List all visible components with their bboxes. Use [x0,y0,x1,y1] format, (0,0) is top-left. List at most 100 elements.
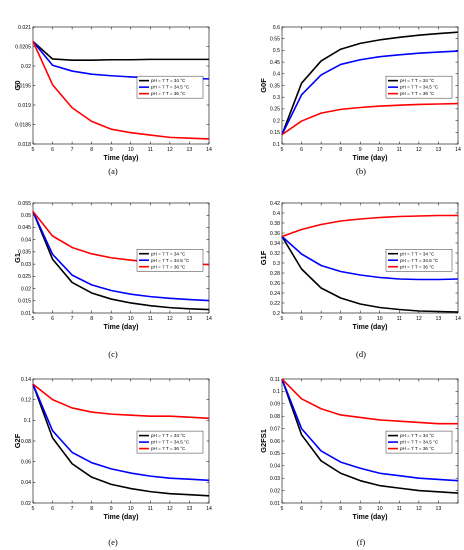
y-tick-label: 0.06 [270,439,280,445]
y-tick-label: 0.019 [18,103,31,109]
x-tick-label: 9 [359,316,362,322]
legend-label: pH = 7 T = 36 °C [151,264,186,269]
x-tick-label: 8 [90,147,93,153]
x-axis-label: Time (day) [353,324,388,331]
x-axis-label: Time (day) [353,514,388,521]
legend-label: pH = 7 T = 34 °C [151,251,186,256]
legend-label: pH = 7 T = 34.5 °C [151,440,190,445]
y-tick-label: 0.12 [21,397,31,403]
legend-label: pH = 7 T = 34.5 °C [400,258,439,263]
y-tick-label: 0.3 [273,95,280,101]
panel-label: (c) [108,349,118,359]
legend-label: pH = 7 T = 34 °C [151,78,186,83]
x-tick-label: 5 [32,316,35,322]
y-tick-label: 0.1 [24,418,31,424]
legend-label: pH = 7 T = 36 °C [151,446,186,451]
panel-label: (e) [108,537,118,547]
series-line [281,378,459,482]
y-tick-label: 0.04 [21,480,31,486]
legend: pH = 7 T = 34 °C pH = 7 T = 34.5 °CpH = 7… [385,75,453,99]
x-tick-label: 12 [167,506,173,512]
legend-box [136,430,204,454]
y-tick-label: 0.018 [18,142,31,148]
legend: pH = 7 T = 34 °C pH = 7 T = 34.5 °CpH = 7… [136,430,204,454]
x-tick-label: 11 [148,316,153,322]
x-tick-label: 8 [339,147,342,153]
y-tick-label: 0.015 [18,299,31,305]
y-tick-label: 0.0205 [15,44,31,50]
series-line [32,41,210,140]
x-tick-label: 7 [71,147,74,153]
x-tick-label: 6 [300,316,303,322]
y-axis-label: G2F [13,433,22,448]
y-tick-label: 0.025 [18,274,31,280]
x-tick-label: 9 [359,147,362,153]
x-tick-label: 6 [51,506,54,512]
x-tick-label: 10 [128,316,134,322]
series-line [281,236,459,313]
x-axis-label: Time (day) [104,514,139,521]
x-tick-label: 10 [377,506,383,512]
y-tick-label: 0.26 [270,281,280,287]
legend-label: pH = 7 T = 36 °C [400,446,435,451]
x-tick-label: 13 [187,506,193,512]
y-tick-label: 0.02 [21,286,31,292]
legend-box [385,430,453,454]
legend: pH = 7 T = 34 °C pH = 7 T = 34.5 °CpH = 7… [385,248,453,272]
x-tick-label: 8 [339,506,342,512]
x-tick-label: 13 [436,506,442,512]
legend: pH = 7 T = 34 °C pH = 7 T = 34.5 °CpH = 7… [385,430,453,454]
plot-frame [32,202,210,314]
x-tick-label: 8 [339,316,342,322]
legend: pH = 7 T = 34 °C pH = 7 T = 34.5 °CpH = 7… [136,248,204,272]
x-tick-label: 9 [110,147,113,153]
x-axis-label: Time (day) [104,324,139,331]
y-axis-label: G1F [259,250,268,265]
x-tick-label: 14 [455,147,461,153]
x-tick-label: 9 [359,506,362,512]
y-tick-label: 0.05 [270,451,280,457]
y-tick-label: 0.02 [21,501,31,507]
series-line [281,235,459,281]
x-tick-label: 7 [320,147,323,153]
series-line [32,211,210,311]
series-line [281,214,458,238]
x-tick-label: 11 [148,147,153,153]
x-tick-label: 12 [416,506,422,512]
y-tick-label: 0.4 [273,211,280,217]
y-tick-label: 0.02 [21,64,31,70]
y-tick-label: 0.055 [18,201,31,207]
y-tick-label: 0.3 [273,261,280,267]
y-tick-label: 0.11 [270,377,280,383]
y-tick-label: 0.6 [273,25,280,31]
panel-label: (b) [356,166,366,176]
chart-panel: 0.02 0.04 0.06 0.08 0.1 0.12 0.14 5 6 7 8 9 10 11 12 13… [13,377,212,547]
y-tick-label: 0.01 [270,501,280,507]
x-tick-label: 11 [397,147,402,153]
x-tick-label: 10 [128,147,134,153]
y-tick-label: 0.55 [270,37,280,43]
legend-label: pH = 7 T = 34.5 °C [151,85,190,90]
y-tick-label: 0.03 [270,476,280,482]
x-tick-label: 12 [416,147,422,153]
legend-label: pH = 7 T = 34 °C [151,433,186,438]
x-tick-label: 10 [128,506,134,512]
legend-label: pH = 7 T = 36 °C [151,91,186,96]
x-tick-label: 5 [32,506,35,512]
y-tick-label: 0.04 [21,237,31,243]
x-tick-label: 6 [300,506,303,512]
chart-panel: 0.018 0.0185 0.019 0.0195 0.02 0.0205 0.021 5 6 7… [13,25,212,176]
series-line [281,31,459,135]
series-line [32,383,210,420]
y-tick-label: 0.2 [273,311,280,317]
chart-panel: 0.1 0.15 0.2 0.25 0.3 0.35 0.4 0.45 0.5 0.55 0.6 5 6… [259,25,461,176]
legend: pH = 7 T = 34 °C pH = 7 T = 34.5 °CpH = 7… [136,75,204,99]
x-tick-label: 10 [377,316,383,322]
y-tick-label: 0.1 [273,142,280,148]
x-tick-label: 11 [148,506,153,512]
chart-panel: 0.01 0.02 0.03 0.04 0.05 0.06 0.07 0.08 0.09 0.1 0… [259,377,459,547]
x-tick-label: 5 [281,316,284,322]
y-tick-label: 0.14 [21,377,31,383]
legend-label: pH = 7 T = 36 °C [400,264,435,269]
